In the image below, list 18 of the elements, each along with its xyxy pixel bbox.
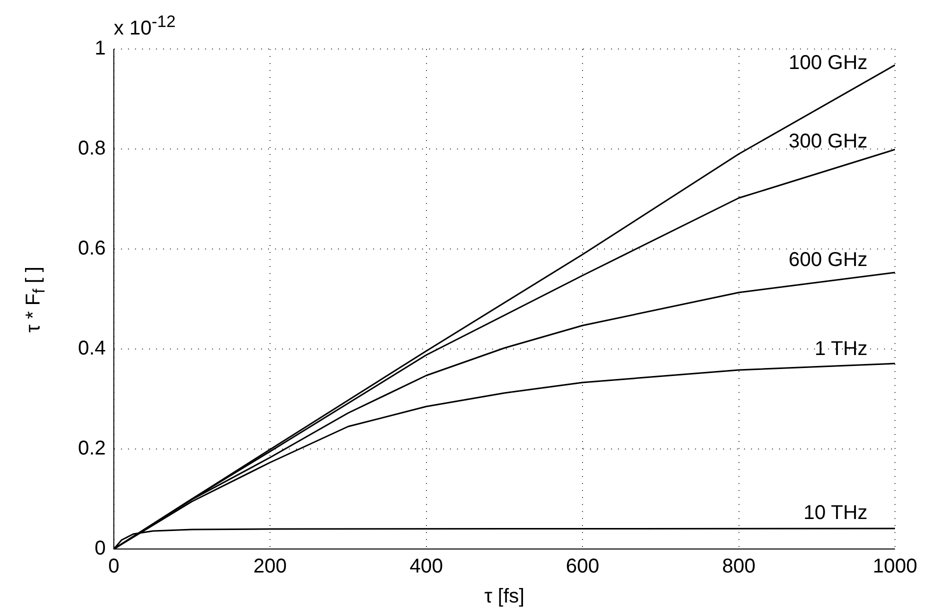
series-label: 600 GHz [788,249,868,272]
x-axis-title: τ [fs] [484,586,524,608]
series-label: 1 THz [814,338,868,360]
y-tick-label: 1 [94,38,106,60]
y-tick-label: 0.4 [78,338,106,360]
y-tick-label: 0.6 [78,238,106,260]
x-tick-label: 800 [722,556,756,578]
series-label: 100 GHz [788,52,868,74]
x-tick-label: 1000 [872,556,918,578]
y-tick-label: 0.8 [78,138,106,160]
series-label: 10 THz [803,502,868,524]
x-tick-label: 600 [566,556,600,578]
x-tick-label: 400 [410,556,443,578]
series-label: 300 GHz [788,130,868,152]
x-tick-label: 200 [253,556,287,578]
y-tick-label: 0 [94,538,106,560]
y-tick-label: 0.2 [78,438,106,460]
text: x 10$^{-12}$ [114,12,176,41]
